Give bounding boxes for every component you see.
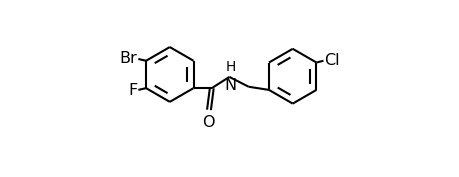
Text: F: F bbox=[128, 83, 137, 98]
Text: O: O bbox=[202, 115, 214, 130]
Text: Br: Br bbox=[119, 51, 137, 66]
Text: N: N bbox=[225, 78, 237, 93]
Text: H: H bbox=[226, 60, 236, 74]
Text: Cl: Cl bbox=[325, 53, 340, 68]
